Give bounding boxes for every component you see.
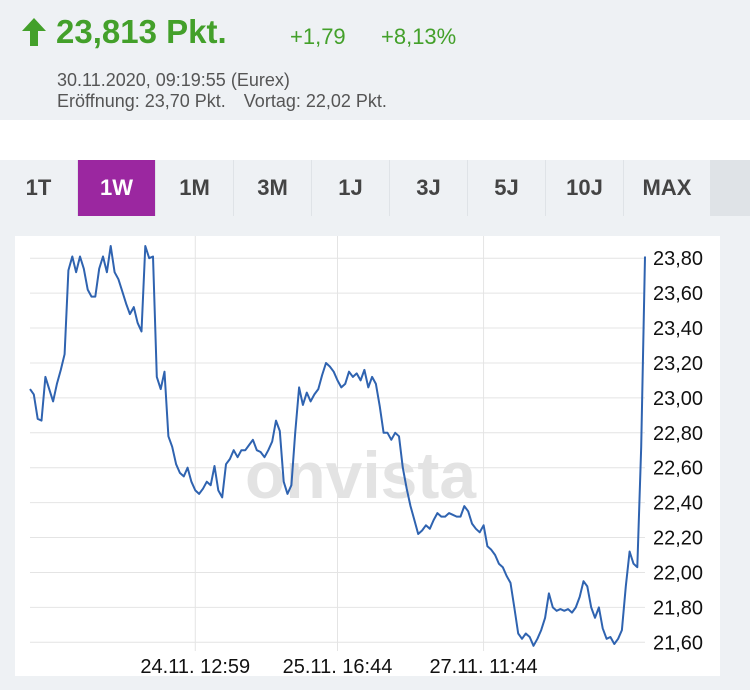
y-tick-label: 23,80 xyxy=(653,248,703,270)
x-tick-label: 27.11. 11:44 xyxy=(429,656,537,676)
arrow-up-icon xyxy=(22,18,46,46)
y-tick-label: 22,40 xyxy=(653,493,703,515)
tab-1j[interactable]: 1J xyxy=(312,160,389,216)
tab-10j[interactable]: 10J xyxy=(546,160,623,216)
previous-close: Vortag: 22,02 Pkt. xyxy=(243,91,387,111)
y-tick-label: 23,20 xyxy=(653,353,703,375)
chart-svg: onvista 23,80 23,60 23,40 23,20 23,00 22,80 22… xyxy=(29,236,703,676)
x-tick-label: 25.11. 16:44 xyxy=(283,656,393,676)
quote-meta: Eröffnung: 23,70 Pkt. Vortag: 22,02 Pkt. xyxy=(57,91,405,112)
y-tick-label: 23,00 xyxy=(653,388,703,410)
tab-1w[interactable]: 1W xyxy=(78,160,155,216)
y-tick-label: 23,60 xyxy=(653,283,703,305)
price-series-line xyxy=(29,245,646,647)
time-range-tabs: 1T 1W 1M 3M 1J 3J 5J 10J MAX xyxy=(0,160,750,216)
tab-1t[interactable]: 1T xyxy=(0,160,77,216)
y-tick-label: 21,80 xyxy=(653,597,703,619)
y-tick-label: 23,40 xyxy=(653,318,703,340)
y-tick-label: 22,60 xyxy=(653,458,703,480)
x-axis-ticks: 24.11. 12:59 25.11. 16:44 27.11. 11:44 xyxy=(140,656,537,676)
absolute-change: +1,79 xyxy=(290,24,346,49)
quote-header: 23,813 Pkt. +1,79 +8,13% 30.11.2020, 09:… xyxy=(0,0,750,120)
tab-3m[interactable]: 3M xyxy=(234,160,311,216)
current-price: 23,813 Pkt. xyxy=(56,13,227,50)
grid-lines xyxy=(30,236,645,651)
y-tick-label: 22,20 xyxy=(653,528,703,550)
y-tick-label: 22,80 xyxy=(653,423,703,445)
x-tick-label: 24.11. 12:59 xyxy=(140,656,250,676)
tab-max[interactable]: MAX xyxy=(624,160,710,216)
tab-5j[interactable]: 5J xyxy=(468,160,545,216)
tab-3j[interactable]: 3J xyxy=(390,160,467,216)
series-line-group xyxy=(29,245,646,647)
y-tick-label: 22,00 xyxy=(653,562,703,584)
y-axis-ticks: 23,80 23,60 23,40 23,20 23,00 22,80 22,60 22,40… xyxy=(653,248,703,654)
watermark-logo: onvista xyxy=(245,438,477,512)
tab-1m[interactable]: 1M xyxy=(156,160,233,216)
quote-timestamp: 30.11.2020, 09:19:55 (Eurex) xyxy=(57,70,290,90)
y-tick-label: 21,60 xyxy=(653,632,703,654)
price-chart[interactable]: onvista 23,80 23,60 23,40 23,20 23,00 22,80 22… xyxy=(15,236,720,676)
open-price: Eröffnung: 23,70 Pkt. xyxy=(57,91,226,111)
percent-change: +8,13% xyxy=(381,24,457,49)
chart-panel: onvista 23,80 23,60 23,40 23,20 23,00 22,80 22… xyxy=(0,216,750,690)
